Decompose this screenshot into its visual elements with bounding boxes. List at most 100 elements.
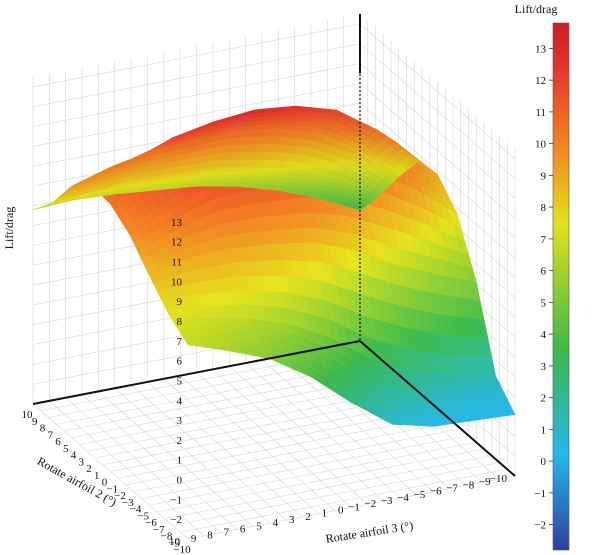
- x-tick-label: −8: [161, 531, 173, 543]
- floor-grid-line: [261, 359, 418, 496]
- colorbar-tick-label: 0: [541, 456, 547, 468]
- z-tick-label: 10: [171, 276, 183, 288]
- x-tick-label: −3: [122, 497, 134, 509]
- x-tick-label: −6: [145, 517, 157, 529]
- z-tick-label: 1: [177, 455, 183, 467]
- y-tick-label: 8: [207, 530, 213, 542]
- y-tick-label: 7: [224, 527, 230, 539]
- x-tick-label: 2: [86, 463, 92, 475]
- z-tick-label: 11: [171, 257, 182, 269]
- y-tick-label: 2: [305, 511, 311, 523]
- x-tick-label: −5: [137, 510, 149, 522]
- y-tick-label: −4: [397, 492, 409, 504]
- floor-grid-line: [212, 369, 369, 505]
- z-tick-label: 12: [171, 237, 182, 249]
- colorbar-tick-label: 7: [541, 234, 547, 246]
- y-tick-label: 9: [191, 533, 197, 545]
- colorbar-gradient: [552, 22, 570, 551]
- z-tick-label: 4: [177, 395, 183, 407]
- colorbar-tick-label: 9: [541, 170, 547, 182]
- floor-grid-line: [118, 414, 446, 479]
- z-tick-label: 2: [177, 435, 183, 447]
- colorbar-title: Lift/drag: [515, 2, 558, 16]
- floor-grid-line: [245, 362, 401, 499]
- floor-grid-line: [187, 475, 516, 540]
- x-tick-label: 0: [102, 477, 108, 489]
- x-axis-line: [359, 340, 516, 477]
- y-tick-label: −8: [463, 479, 475, 491]
- x-tick-label: −2: [114, 490, 126, 502]
- floor-grid-line: [149, 441, 477, 506]
- y-tick-label: 5: [256, 520, 262, 532]
- x-tick-label: 5: [63, 443, 69, 455]
- x-tick-label: 7: [48, 429, 54, 441]
- y-tick-label: −7: [446, 482, 458, 494]
- surface-patch: [351, 204, 365, 211]
- z-tick-label: −2: [170, 514, 182, 526]
- x-tick-label: 4: [71, 450, 77, 462]
- z-tick-label: 6: [177, 356, 183, 368]
- colorbar-tick-label: −2: [534, 520, 546, 532]
- x-tick-label: 1: [94, 470, 100, 482]
- floor-grid-line: [125, 421, 454, 486]
- z-tick-label: 0: [177, 475, 183, 487]
- z-tick-label: 9: [177, 296, 183, 308]
- floor-grid-line: [164, 455, 492, 520]
- colorbar-tick-label: 11: [535, 107, 546, 119]
- y-tick-label: −1: [348, 501, 360, 513]
- colorbar-tick-label: 12: [535, 75, 546, 87]
- lift-drag-surface: [32, 105, 516, 427]
- y-tick-label: 1: [322, 508, 328, 520]
- z-tick-label: 13: [171, 217, 183, 229]
- floor-grid-line: [180, 468, 508, 533]
- floor-grid-line: [172, 462, 500, 526]
- colorbar-tick-label: 8: [541, 202, 547, 214]
- colorbar-tick-label: −1: [534, 488, 546, 500]
- y-tick-label: 0: [338, 505, 344, 517]
- floor-grid-line: [156, 448, 485, 513]
- z-tick-label: 3: [177, 415, 183, 427]
- y-tick-label: −5: [414, 489, 426, 501]
- x-tick-label: −9: [168, 537, 180, 549]
- x-tick-label: 6: [55, 436, 61, 448]
- floor-grid-line: [133, 428, 461, 493]
- y-tick-label: −6: [430, 486, 442, 498]
- y-tick-label: −3: [381, 495, 393, 507]
- colorbar-tick-label: 10: [535, 139, 547, 151]
- x-tick-label: −4: [130, 504, 142, 516]
- colorbar-tick-label: 5: [541, 297, 547, 309]
- axis-lines: [32, 14, 516, 477]
- y-tick-label: 3: [289, 514, 295, 526]
- y-tick-label: 4: [273, 517, 279, 529]
- x-tick-label: −7: [153, 524, 165, 536]
- x-tick-label: 8: [40, 423, 46, 435]
- colorbar-tick-label: 4: [541, 329, 547, 341]
- colorbar-tick-label: 6: [541, 266, 547, 278]
- floor-grid-line: [196, 372, 352, 508]
- colorbar-tick-label: 13: [535, 43, 547, 55]
- x-tick-label: −1: [106, 483, 118, 495]
- floor-grid-line: [278, 356, 434, 492]
- z-tick-label: 5: [177, 375, 183, 387]
- y-axis-line: [32, 340, 361, 405]
- y-tick-label: 6: [240, 523, 246, 535]
- y-tick-label: −2: [364, 498, 376, 510]
- z-tick-label: −1: [170, 494, 182, 506]
- y-tick-label: −10: [490, 473, 508, 485]
- colorbar-tick-label: 3: [541, 361, 547, 373]
- x-tick-label: 9: [32, 416, 38, 428]
- z-axis-label: Lift/drag: [2, 207, 16, 250]
- x-tick-label: −10: [173, 544, 191, 555]
- y-tick-label: 10: [169, 536, 181, 548]
- floor-grid-line: [141, 435, 469, 499]
- x-tick-label: 3: [79, 456, 85, 468]
- floor-grid-line: [229, 365, 385, 502]
- z-tick-label: 8: [177, 316, 183, 328]
- tick-labels: 109876543210−1−2−3−4−5−6−7−8−9−10−10−9−8…: [22, 217, 508, 555]
- colorbar-tick-label: 1: [541, 424, 547, 436]
- y-tick-label: −9: [479, 476, 491, 488]
- x-axis-label: Rotate airfoil 3 (°): [325, 518, 415, 546]
